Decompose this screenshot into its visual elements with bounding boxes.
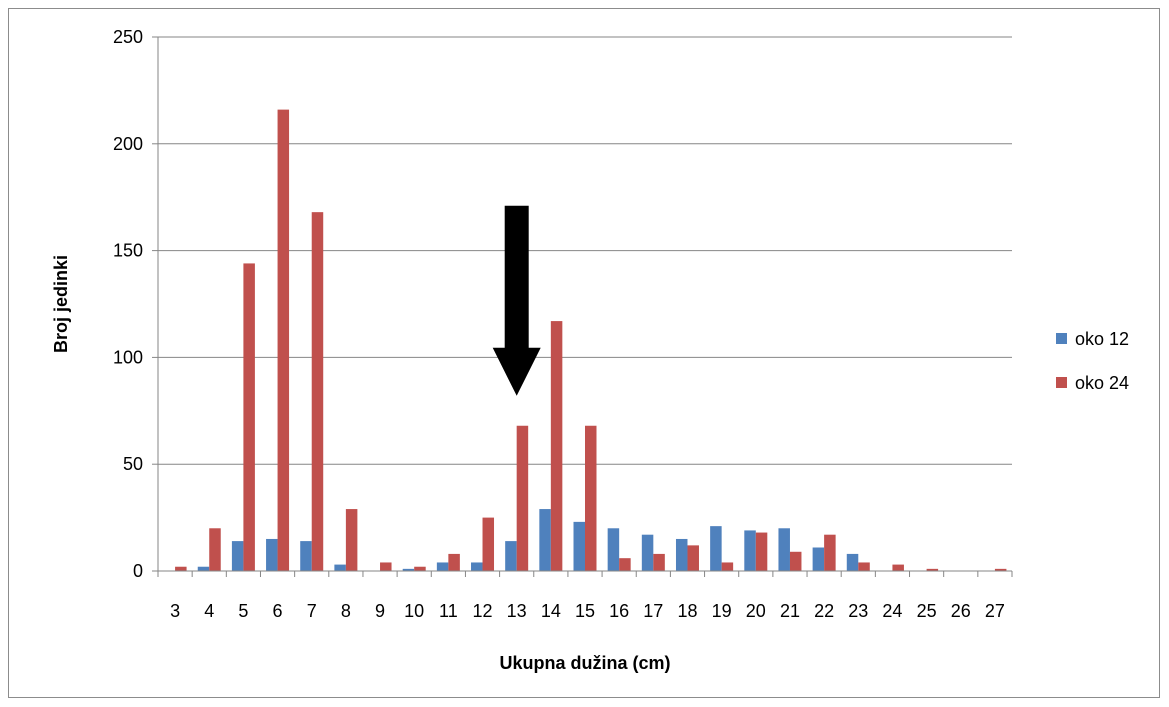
legend-label: oko 12 (1075, 329, 1129, 349)
x-tick-label: 25 (917, 601, 937, 621)
bar (721, 562, 734, 571)
bar (846, 553, 859, 571)
bar (516, 425, 529, 571)
bar (436, 562, 449, 571)
bar (550, 321, 563, 571)
bar (812, 547, 825, 571)
bar (641, 534, 654, 571)
bar (243, 263, 255, 571)
x-tick-label: 27 (985, 601, 1005, 621)
y-tick-label: 150 (113, 241, 143, 261)
bar (710, 526, 722, 571)
x-tick-label: 17 (643, 601, 663, 621)
axes (152, 36, 1013, 577)
x-tick-label: 10 (404, 601, 424, 621)
bar (573, 521, 585, 571)
bar (414, 566, 426, 571)
bar (824, 534, 836, 571)
x-tick-label: 12 (473, 601, 493, 621)
x-axis-title: Ukupna dužina (cm) (499, 653, 670, 673)
bar (482, 517, 495, 571)
legend: oko 12 oko 24 (1056, 329, 1129, 393)
x-tick-label: 18 (677, 601, 697, 621)
y-tick-label: 200 (113, 134, 143, 154)
x-tick-label: 20 (746, 601, 766, 621)
bar (892, 564, 904, 571)
x-tick-label: 14 (541, 601, 561, 621)
bar (926, 568, 939, 571)
annotations (492, 205, 541, 396)
bar (607, 528, 620, 571)
bar (300, 541, 312, 571)
bar (209, 528, 221, 571)
bars (175, 109, 1007, 572)
bar (380, 562, 392, 571)
x-tick-label: 8 (341, 601, 351, 621)
bar (197, 566, 210, 571)
x-tick-label: 3 (170, 601, 180, 621)
bar (471, 562, 483, 571)
x-tick-label: 16 (609, 601, 629, 621)
y-tick-label: 100 (113, 347, 143, 367)
down-arrow-annotation (492, 205, 541, 396)
x-tick-label: 6 (273, 601, 283, 621)
gridlines (158, 36, 1012, 465)
bar (585, 425, 597, 571)
y-axis-title: Broj jedinki (51, 255, 71, 353)
bar (687, 545, 699, 571)
x-tick-label: 4 (204, 601, 214, 621)
legend-swatch (1056, 333, 1067, 344)
legend-label: oko 24 (1075, 373, 1129, 393)
x-tick-label: 7 (307, 601, 317, 621)
y-tick-labels: 0 50 100 150 200 250 (113, 27, 143, 581)
x-tick-label: 13 (507, 601, 527, 621)
bar (858, 562, 870, 571)
bar (744, 530, 756, 571)
x-tick-label: 11 (439, 601, 458, 621)
bar (755, 532, 768, 571)
bar (402, 568, 415, 571)
x-tick-label: 23 (848, 601, 868, 621)
bar (345, 509, 358, 571)
y-tick-label: 0 (133, 561, 143, 581)
bar (619, 558, 631, 571)
x-tick-label: 5 (238, 601, 248, 621)
y-tick-label: 250 (113, 27, 143, 47)
x-tick-label: 15 (575, 601, 595, 621)
bar (539, 509, 551, 571)
x-tick-label: 26 (951, 601, 971, 621)
bar (789, 551, 802, 571)
x-tick-label: 9 (375, 601, 385, 621)
bar (266, 538, 278, 571)
x-tick-label: 19 (712, 601, 732, 621)
bar (675, 538, 688, 571)
bar (448, 553, 460, 571)
y-tick-label: 50 (123, 454, 143, 474)
x-tick-labels: 3 4 5 6 7 8 9 10 11 12 13 14 15 16 17 18 19 20 21 22 23 24 25 2… (170, 601, 1005, 621)
bar (175, 566, 187, 571)
bar (231, 541, 244, 571)
bar (334, 564, 346, 571)
chart-frame (8, 8, 1160, 698)
legend-swatch (1056, 377, 1067, 388)
x-tick-label: 22 (814, 601, 834, 621)
bar (277, 109, 290, 572)
bar (505, 541, 517, 571)
bar (653, 553, 665, 571)
x-tick-label: 24 (882, 601, 902, 621)
bar (994, 568, 1007, 571)
bar (778, 528, 790, 571)
x-tick-label: 21 (780, 601, 800, 621)
bar (311, 212, 324, 571)
